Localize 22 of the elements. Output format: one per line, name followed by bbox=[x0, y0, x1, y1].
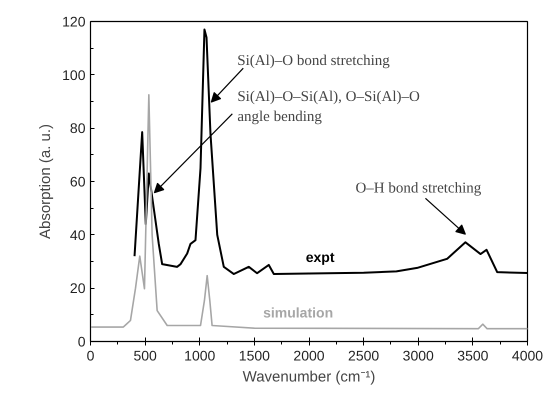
annotation: Si(Al)–O bond stretching bbox=[237, 53, 390, 70]
y-tick-label: 20 bbox=[70, 280, 86, 296]
y-tick-label: 40 bbox=[70, 226, 86, 243]
annotation: O–H bond stretching bbox=[355, 180, 482, 196]
x-tick-label: 3000 bbox=[402, 348, 434, 364]
x-tick-label: 1000 bbox=[184, 348, 216, 364]
x-tick-label: 2500 bbox=[348, 348, 380, 364]
y-tick-label: 100 bbox=[62, 66, 86, 83]
y-tick-label: 0 bbox=[78, 334, 86, 350]
x-tick-label: 3500 bbox=[457, 348, 489, 364]
series-label: expt bbox=[306, 248, 335, 265]
x-tick-label: 1500 bbox=[238, 348, 270, 364]
y-axis-title: Absorption (a. u.) bbox=[37, 124, 54, 240]
x-tick-label: 2000 bbox=[293, 348, 325, 364]
y-tick-label: 120 bbox=[62, 14, 86, 30]
series-label: simulation bbox=[263, 304, 334, 321]
y-tick-label: 80 bbox=[70, 120, 86, 136]
x-axis-title: Wavenumber (cm⁻¹) bbox=[242, 368, 376, 386]
x-tick-label: 4000 bbox=[512, 348, 544, 364]
y-tick-label: 60 bbox=[70, 174, 86, 190]
x-tick-label: 500 bbox=[133, 348, 158, 364]
annotation: Si(Al)–O–Si(Al), O–Si(Al)–O angle bending bbox=[237, 88, 420, 125]
